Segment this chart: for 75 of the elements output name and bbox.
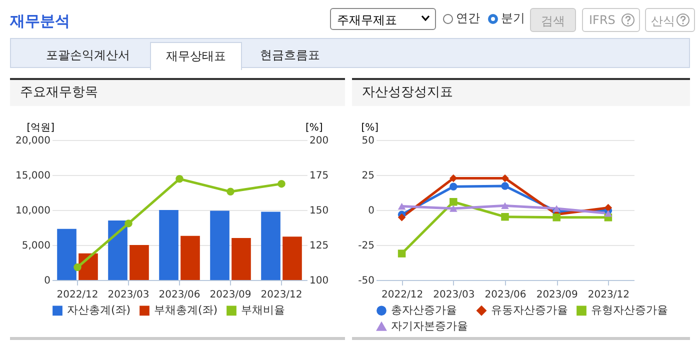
text: IFRS xyxy=(582,8,640,32)
text: 주재무제표 xyxy=(330,8,436,30)
point xyxy=(501,182,509,190)
y2-tick-label: 175 xyxy=(310,170,329,182)
x-tick-label: 2023/03 xyxy=(433,290,475,300)
text: 현금흐름표 xyxy=(259,47,321,64)
y-tick-label: -25 xyxy=(358,240,374,252)
legend-label: 부채비율 xyxy=(241,304,285,317)
text: 분기 xyxy=(501,10,525,27)
x-tick-label: 2023/09 xyxy=(210,290,252,300)
point xyxy=(604,204,612,212)
bar xyxy=(261,212,280,280)
text: 포괄손익계산서 xyxy=(45,47,131,64)
point xyxy=(124,220,132,228)
y-tick-label: 5,000 xyxy=(22,240,50,252)
y2-axis-title: [%] xyxy=(306,122,323,134)
legend-label: 자기자본증가율 xyxy=(391,320,468,332)
text: 재무분석 xyxy=(10,12,70,31)
point xyxy=(398,214,406,222)
y2-tick-label: 100 xyxy=(310,276,329,286)
bar xyxy=(232,238,251,280)
y2-tick-label: 150 xyxy=(310,206,329,216)
x-tick-label: 2023/06 xyxy=(158,290,200,300)
point xyxy=(176,175,184,183)
point xyxy=(74,263,82,272)
y2-tick-label: 200 xyxy=(310,136,329,146)
x-tick-label: 2023/09 xyxy=(536,290,578,300)
bar xyxy=(282,236,302,280)
bar xyxy=(180,236,200,280)
x-tick-label: 2023/12 xyxy=(588,290,630,300)
point xyxy=(604,210,612,217)
point xyxy=(501,212,509,221)
point xyxy=(552,205,560,212)
legend-label: 자산총계(좌) xyxy=(67,304,131,317)
point xyxy=(450,182,458,190)
y-tick-label: 50 xyxy=(362,136,374,146)
point xyxy=(450,198,458,206)
text: 검색 xyxy=(530,8,576,32)
y-tick-label: 0 xyxy=(368,206,374,216)
y-tick-label: -50 xyxy=(358,276,374,286)
y-tick-label: 20,000 xyxy=(16,136,50,146)
chart-title: 주요재무항목 xyxy=(10,78,345,106)
y-axis-title: [%] xyxy=(361,122,379,134)
legend-label: 유동자산증가율 xyxy=(491,304,568,317)
y-tick-label: 10,000 xyxy=(16,206,50,216)
chart-title: 자산성장성지표 xyxy=(352,78,690,106)
point xyxy=(398,250,406,258)
text: 재무상태표 xyxy=(150,42,242,70)
point xyxy=(278,180,286,188)
bar xyxy=(57,228,76,280)
y2-tick-label: 125 xyxy=(310,240,329,252)
x-tick-label: 2022/12 xyxy=(382,290,424,300)
y-tick-label: 0 xyxy=(44,276,50,286)
point xyxy=(501,202,509,210)
bar xyxy=(108,220,128,280)
bar xyxy=(130,245,149,280)
text: 연간 xyxy=(456,10,480,27)
legend-label: 총자산증가율 xyxy=(391,304,457,317)
point xyxy=(501,174,509,182)
y-axis-title: [억원] xyxy=(26,122,55,134)
y-tick-label: 15,000 xyxy=(16,170,50,182)
x-tick-label: 2023/12 xyxy=(260,290,302,300)
bar xyxy=(210,210,230,280)
bar xyxy=(159,210,178,280)
legend-label: 유형자산증가율 xyxy=(591,304,668,317)
x-tick-label: 2023/03 xyxy=(108,290,150,300)
point xyxy=(450,205,458,212)
point xyxy=(552,214,560,222)
point xyxy=(226,188,234,196)
point xyxy=(398,202,406,210)
text: 산식 xyxy=(645,8,695,32)
y-tick-label: 25 xyxy=(362,170,374,182)
legend-label: 부채총계(좌) xyxy=(154,304,218,317)
x-tick-label: 2022/12 xyxy=(56,290,98,300)
x-tick-label: 2023/06 xyxy=(484,290,526,300)
